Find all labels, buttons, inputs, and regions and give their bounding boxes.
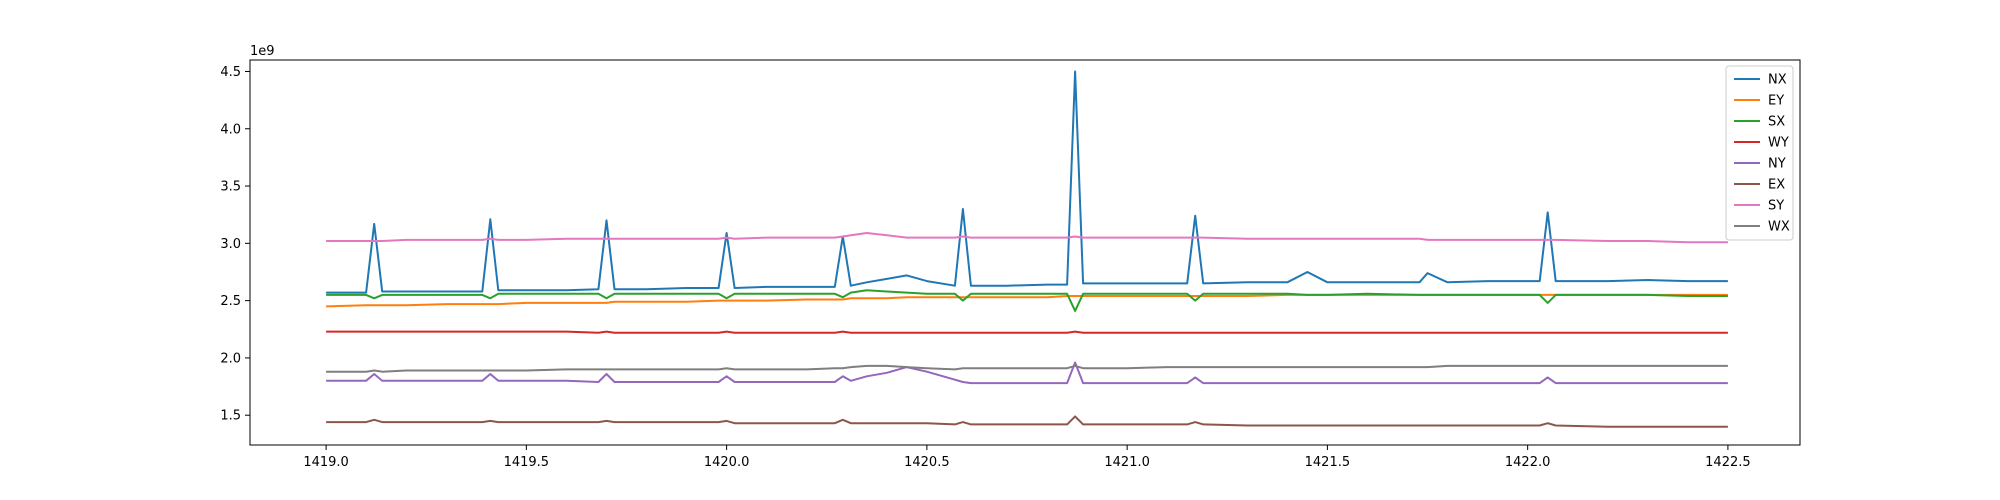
y-tick-label: 1.5: [220, 409, 241, 424]
series-line-wy: [326, 330, 1728, 334]
legend-box: [1725, 65, 1794, 241]
x-tick-label: 1420.5: [904, 455, 950, 470]
series-line-nx: [326, 70, 1728, 294]
x-tick-label: 1421.5: [1305, 455, 1351, 470]
x-tick-label: 1422.0: [1505, 455, 1551, 470]
legend-label-wx: WX: [1768, 220, 1790, 235]
series-lines: [326, 70, 1728, 428]
legend-label-sy: SY: [1768, 199, 1784, 214]
series-line-sy: [326, 232, 1728, 244]
y-tick-label: 2.5: [220, 294, 241, 309]
y-axis-offset-label: 1e9: [250, 44, 275, 59]
axes-frame: [249, 59, 1801, 446]
x-tick-label: 1421.0: [1104, 455, 1150, 470]
y-tick-label: 2.0: [220, 351, 241, 366]
series-line-wx: [326, 364, 1728, 373]
legend-label-ey: EY: [1768, 94, 1784, 109]
x-tick-label: 1422.5: [1705, 455, 1751, 470]
legend-label-nx: NX: [1768, 73, 1787, 88]
x-tick-label: 1419.5: [504, 455, 550, 470]
x-tick-label: 1420.0: [704, 455, 750, 470]
y-tick-label: 4.5: [220, 65, 241, 80]
x-tick-label: 1419.0: [303, 455, 349, 470]
series-line-sx: [326, 289, 1728, 312]
legend-label-wy: WY: [1768, 136, 1789, 151]
legend: NX EY SX WY NY EX SY WX: [1725, 65, 1794, 241]
x-axis: 1419.0 1419.5 1420.0 1420.5 1421.0 1421.5 1422…: [303, 445, 1751, 470]
legend-label-sx: SX: [1768, 115, 1785, 130]
legend-label-ex: EX: [1768, 178, 1785, 193]
series-line-ny: [326, 361, 1728, 385]
series-line-ex: [326, 415, 1728, 428]
legend-label-ny: NY: [1768, 157, 1786, 172]
y-tick-label: 3.5: [220, 180, 241, 195]
y-axis: 1.5 2.0 2.5 3.0 3.5 4.0 4.5: [220, 65, 250, 424]
y-tick-label: 3.0: [220, 237, 241, 252]
y-tick-label: 4.0: [220, 122, 241, 137]
